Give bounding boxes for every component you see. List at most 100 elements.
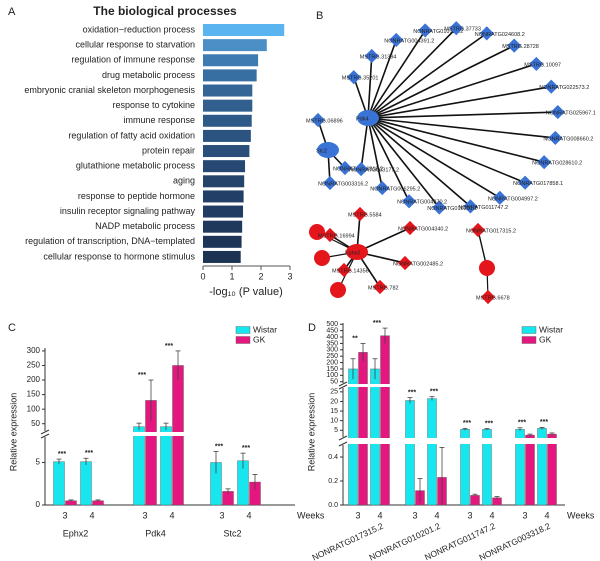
break-mark [338, 381, 348, 387]
node-diamond [470, 222, 486, 238]
node-diamond [463, 199, 478, 214]
panel-label: C [8, 322, 16, 334]
node-diamond [518, 175, 533, 190]
significance: ** [352, 335, 358, 342]
node-label: NONRATG017858.1 [513, 181, 563, 187]
node-diamond [336, 262, 352, 278]
node-label: NONRATG025967.1 [546, 111, 596, 117]
x-axis-label: Weeks [297, 510, 325, 520]
significance: *** [463, 420, 471, 427]
bar [203, 69, 257, 82]
node-circle [357, 110, 379, 126]
edge [367, 29, 426, 119]
node-label: NONRATG010127.2 [413, 29, 463, 35]
x-tick-label: 4 [377, 510, 382, 520]
category-label: regulation of immune response [71, 55, 195, 65]
node-label: NONRATG004391.2 [384, 38, 434, 44]
category-label: insulin receptor signaling pathway [60, 206, 196, 216]
node-label: Stc2 [316, 148, 327, 154]
y-tick-label: 25 [330, 389, 338, 396]
y-tick-label: 0 [36, 500, 41, 509]
y-tick-label: 0.4 [328, 454, 338, 461]
node-label: NONRATG003316.2 [318, 181, 368, 187]
node-label: NONRATG028610.2 [532, 161, 582, 167]
significance: *** [518, 420, 526, 427]
x-tick-label: 4 [246, 510, 251, 520]
y-tick-label: 100 [27, 404, 41, 413]
y-tick-label: 300 [326, 347, 338, 354]
x-tick-label: 2 [258, 271, 263, 281]
error-bar [429, 396, 435, 401]
y-axis-label: Relative expression [306, 393, 316, 472]
category-label: drug metabolic process [102, 70, 196, 80]
edge [360, 117, 369, 170]
significance: *** [165, 343, 173, 350]
node-label: MSTRG.14356 [332, 268, 369, 274]
x-tick-label: 4 [434, 510, 439, 520]
bar [203, 145, 250, 158]
node-diamond [449, 21, 464, 36]
group-label: Ephx2 [63, 528, 89, 538]
error-bar [136, 422, 142, 431]
edge [367, 85, 552, 119]
error-bar [148, 379, 154, 421]
break-mark [338, 441, 348, 447]
bar [370, 368, 380, 506]
bar [525, 434, 535, 506]
category-label: NADP metabolic process [95, 221, 195, 231]
category-label: cellular response to starvation [75, 40, 195, 50]
node-diamond [346, 70, 361, 85]
node-label: NONRATG004340.2 [398, 226, 448, 232]
edge [367, 111, 558, 119]
y-tick-label: 200 [326, 359, 338, 366]
error-bar [372, 358, 378, 380]
node-red-circle [330, 282, 346, 298]
bar [203, 129, 251, 142]
error-bar [472, 493, 478, 497]
x-tick-label: 0 [200, 271, 205, 281]
node-diamond [537, 155, 552, 170]
node-red-circle [479, 260, 495, 276]
significance: *** [242, 445, 250, 452]
legend-swatch [521, 336, 537, 344]
bar [547, 433, 557, 506]
bar [348, 368, 358, 506]
bar [203, 84, 253, 97]
x-tick-label: 4 [489, 510, 494, 520]
bar [358, 352, 368, 506]
bar [203, 54, 259, 67]
bar [203, 250, 241, 263]
bar [203, 205, 244, 218]
x-tick-label: 4 [89, 510, 94, 520]
chart-title: The biological processes [93, 4, 237, 18]
bar [405, 400, 415, 506]
break-mark [338, 435, 348, 441]
significance: *** [58, 451, 66, 458]
error-bar [549, 432, 555, 436]
category-label: regulation of fatty acid oxidation [68, 130, 195, 140]
significance: *** [138, 372, 146, 379]
node-label: MSTRG.28728 [502, 44, 539, 50]
node-diamond [479, 26, 494, 41]
node-diamond [529, 56, 544, 71]
y-axis-label: Relative expression [8, 393, 18, 472]
error-bar [95, 499, 101, 502]
edge [367, 39, 398, 119]
edge [367, 117, 471, 207]
bar [203, 24, 285, 36]
y-tick-label: 50 [31, 419, 40, 428]
y-tick-label: 300 [27, 346, 41, 355]
bar [380, 335, 390, 506]
node-diamond [480, 289, 496, 305]
error-bar [439, 446, 445, 505]
node-label: NONRATG024608.2 [475, 32, 525, 38]
bar [80, 461, 92, 506]
axis-break [339, 384, 565, 387]
bar [203, 175, 245, 188]
node-label: NONRATG008660.2 [543, 136, 593, 142]
node-label: NONRATG002485.2 [393, 261, 443, 267]
y-tick-label: 450 [326, 328, 338, 335]
node-diamond [402, 220, 418, 236]
y-tick-label: 15 [330, 408, 338, 415]
legend-label: Wistar [539, 324, 563, 334]
